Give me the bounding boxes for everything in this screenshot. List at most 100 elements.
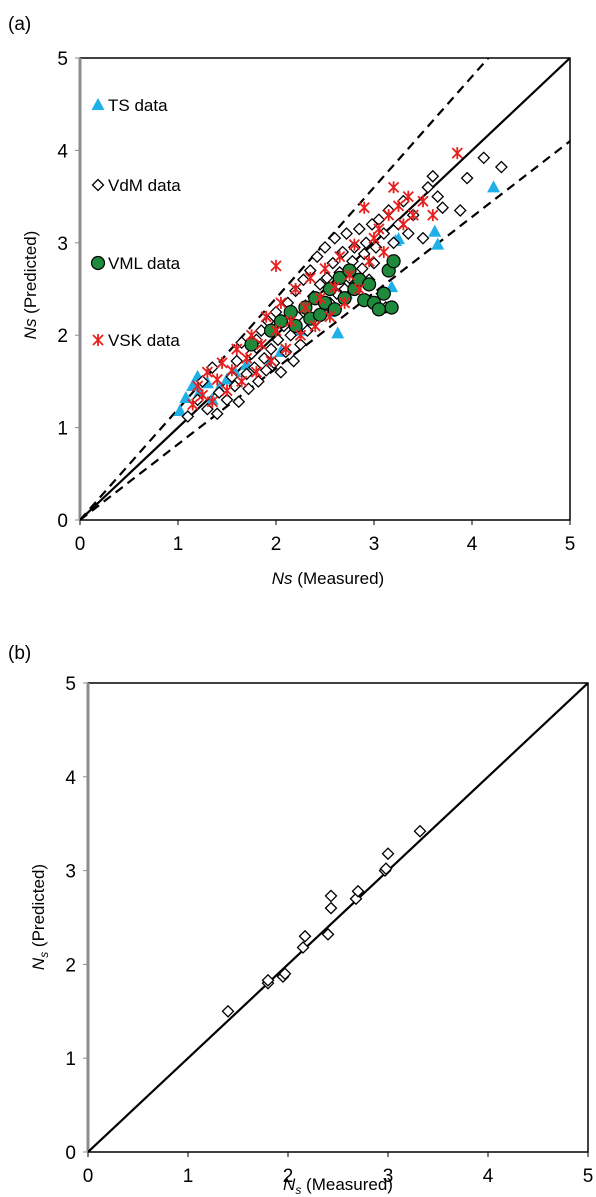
data-point — [221, 384, 233, 397]
data-point — [378, 246, 390, 259]
y-tick-label: 0 — [65, 1143, 76, 1164]
data-point — [230, 354, 244, 368]
data-point — [383, 209, 395, 222]
data-point — [331, 326, 345, 339]
x-tick-label: 4 — [467, 534, 478, 555]
series-vsk-data — [187, 147, 463, 411]
x-tick-label: 2 — [271, 534, 282, 555]
data-point — [318, 241, 332, 254]
data-point — [336, 245, 350, 259]
data-point — [250, 366, 263, 379]
data-point — [353, 283, 365, 295]
data-point — [376, 286, 391, 301]
data-point — [313, 307, 328, 322]
data-point — [373, 222, 385, 235]
data-point — [401, 227, 415, 240]
data-point — [338, 296, 351, 309]
data-point — [477, 151, 491, 165]
x-tick-label: 3 — [383, 1166, 394, 1187]
y-axis-label: Ns (Predicted) — [29, 864, 51, 970]
data-point — [348, 238, 361, 251]
data-point — [451, 147, 463, 160]
y-tick-label: 5 — [57, 49, 68, 70]
series-vml-data — [244, 254, 401, 352]
data-point — [343, 269, 356, 282]
data-point — [299, 301, 312, 314]
data-point — [240, 367, 254, 381]
data-point — [289, 283, 302, 295]
x-tick-label: 1 — [173, 534, 184, 555]
data-point — [407, 209, 419, 222]
y-tick-label: 2 — [65, 955, 76, 976]
data-point — [319, 262, 331, 275]
data-point — [304, 271, 316, 284]
data-point — [196, 389, 209, 402]
data-point — [216, 356, 228, 369]
data-point — [270, 324, 282, 337]
y-axis-label: Ns (Predicted) — [21, 231, 40, 340]
data-point — [280, 343, 292, 356]
y-tick-label: 0 — [57, 511, 68, 532]
data-point — [371, 302, 386, 317]
data-point — [427, 209, 439, 222]
data-point — [255, 338, 267, 351]
data-point — [210, 407, 224, 421]
data-point — [431, 237, 445, 250]
one-to-one-line — [88, 683, 588, 1152]
data-point — [294, 338, 307, 351]
y-tick-label: 3 — [65, 862, 76, 883]
y-tick-label: 4 — [65, 768, 76, 789]
data-point — [278, 967, 292, 981]
data-point — [387, 236, 401, 250]
y-tick-label: 1 — [57, 419, 68, 440]
data-point — [314, 292, 326, 305]
data-point — [226, 364, 238, 377]
legend-label: TS data — [108, 96, 168, 115]
data-point — [275, 296, 287, 309]
data-point — [271, 333, 285, 347]
data-point — [379, 862, 393, 876]
chart-a: 0 1 2 3 4 5 0 1 2 3 4 5 TS data VdM data VML data VSK d… — [8, 14, 576, 588]
x-tick-label: 5 — [565, 534, 576, 555]
x-tick-label: 5 — [583, 1166, 594, 1187]
data-point — [362, 277, 377, 292]
data-point — [460, 171, 474, 185]
series-data — [221, 824, 427, 1018]
data-point — [200, 402, 214, 416]
data-point — [181, 410, 195, 423]
data-point — [358, 201, 370, 214]
data-point — [231, 343, 243, 356]
y-tick-label: 1 — [65, 1049, 76, 1070]
legend-marker — [91, 98, 105, 110]
data-point — [261, 973, 275, 987]
data-point — [402, 190, 414, 203]
data-point — [220, 372, 234, 385]
data-point — [285, 315, 297, 328]
legend-marker — [90, 255, 106, 271]
data-point — [232, 395, 246, 409]
panel-label: (a) — [8, 14, 31, 35]
y-tick-label: 5 — [65, 674, 76, 695]
series-vdm-data — [181, 151, 508, 423]
data-point — [387, 181, 400, 194]
legend-marker — [91, 178, 105, 192]
data-point — [453, 204, 467, 217]
data-point — [294, 329, 307, 342]
data-point — [240, 352, 253, 365]
data-point — [296, 941, 310, 954]
data-point — [426, 169, 440, 183]
data-point — [212, 386, 226, 399]
data-point — [270, 259, 282, 272]
data-point — [386, 254, 401, 269]
chart-b: 0 1 2 3 4 5 0 1 2 3 4 5 (b) Ns (Measured) Ns (Predicte… — [8, 643, 593, 1197]
data-point — [324, 901, 338, 915]
data-point — [265, 355, 277, 368]
data-point — [259, 363, 273, 377]
data-point — [352, 222, 366, 236]
legend-marker — [92, 334, 104, 346]
data-point — [357, 247, 371, 261]
data-point — [428, 224, 442, 237]
data-point — [211, 373, 223, 386]
x-tick-label: 2 — [283, 1166, 294, 1187]
legend-label: VSK data — [108, 331, 180, 350]
